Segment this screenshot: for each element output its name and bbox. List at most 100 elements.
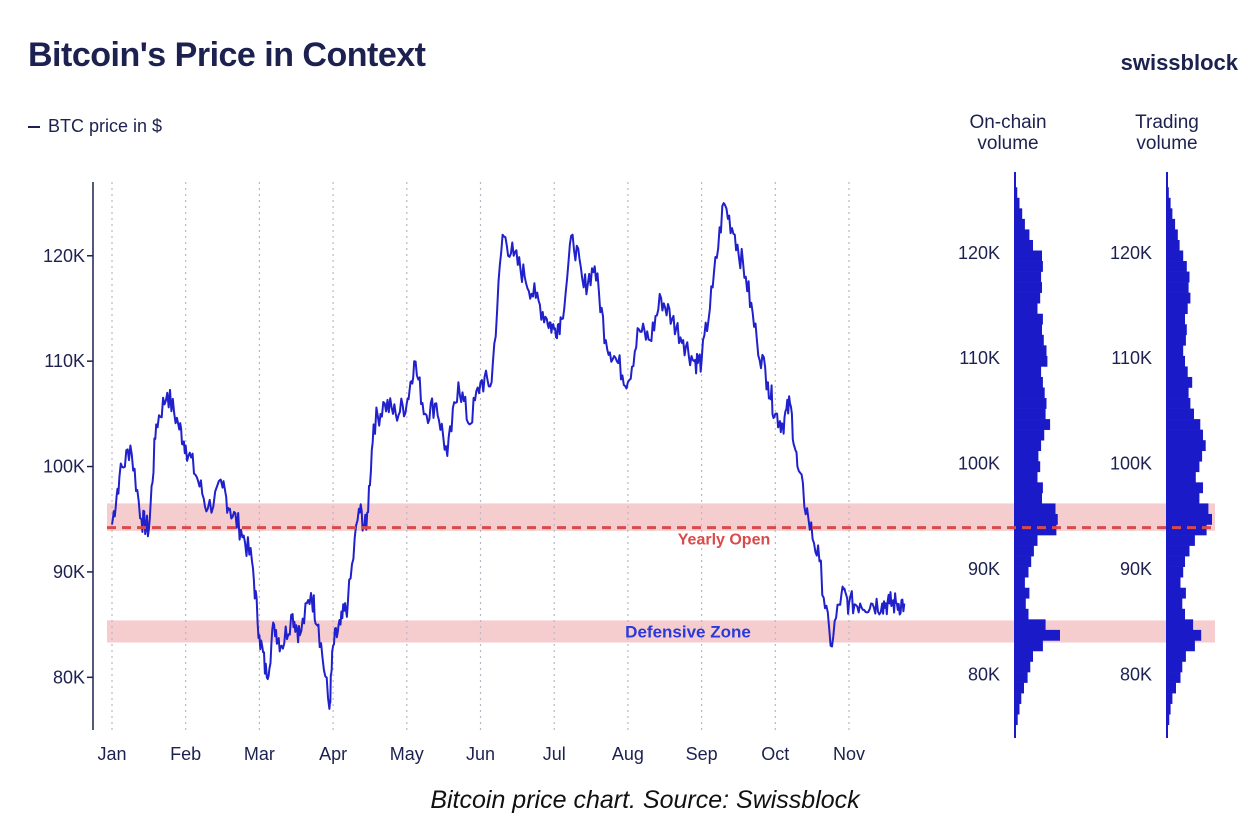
volume-bar: [1015, 208, 1023, 220]
price-series: [111, 202, 906, 710]
volume-bar: [1015, 334, 1044, 346]
volume-bar: [1015, 408, 1046, 420]
volume-bar: [1015, 672, 1028, 683]
brand-logo: swissblock: [1120, 50, 1238, 75]
volume-bar: [1167, 608, 1185, 620]
volume-bar: [1167, 461, 1200, 473]
volume-bar: [1015, 492, 1042, 504]
volume-bar: [1167, 640, 1195, 652]
overlay-labels: Yearly Open Defensive Zone: [107, 526, 1215, 641]
volume-bar: [1015, 355, 1048, 367]
volume-bar: [1015, 598, 1026, 610]
y-tick-label: 120K: [43, 246, 85, 266]
volume-y-tick-label: 90K: [968, 559, 1000, 579]
volume-bar: [1015, 693, 1022, 704]
volume-bar: [1167, 366, 1188, 378]
volume-bar: [1015, 482, 1043, 494]
volume-bar: [1167, 672, 1181, 683]
volume-bar: [1015, 218, 1025, 230]
volume-bar: [1015, 292, 1041, 304]
volume-bar: [1167, 619, 1194, 631]
volume-bar: [1015, 303, 1038, 315]
volume-bar: [1167, 313, 1185, 325]
volume-bar: [1167, 376, 1193, 388]
trading-volume-title: Trading volume: [1107, 112, 1227, 154]
zone-band-1: [107, 620, 1215, 643]
volume-bar: [1015, 577, 1025, 589]
onchain-volume-profile: 80K 90K 100K 110K 120K: [958, 172, 1060, 738]
volume-bar: [1015, 440, 1042, 452]
volume-bar: [1167, 334, 1186, 346]
volume-bar: [1167, 387, 1189, 399]
chart-canvas: Jan Feb Mar Apr May Jun Jul Aug Sep Oct Nov 80K 90K 1…: [43, 172, 1215, 764]
volume-bar: [1167, 208, 1173, 220]
trading-volume-profile: 80K 90K 100K 110K 120K: [1110, 172, 1212, 738]
volume-bar: [1015, 535, 1038, 546]
volume-y-tick-label: 100K: [1110, 454, 1152, 474]
volume-bar: [1015, 608, 1029, 620]
chart-title: Bitcoin's Price in Context: [28, 36, 426, 74]
x-tick-label: Mar: [244, 744, 275, 764]
y-tick-label: 90K: [53, 562, 85, 582]
volume-bar: [1167, 429, 1203, 441]
volume-bar: [1167, 450, 1203, 462]
volume-bar: [1167, 187, 1169, 199]
volume-bar: [1015, 619, 1046, 631]
volume-y-tick-label: 80K: [1120, 664, 1152, 684]
volume-bar: [1167, 513, 1212, 525]
volume-bar: [1015, 587, 1030, 599]
volume-bar: [1167, 398, 1191, 409]
btc-price-line: [111, 202, 906, 710]
volume-bar: [1167, 503, 1209, 515]
x-tick-label: Aug: [612, 744, 644, 764]
volume-bar: [1167, 556, 1185, 567]
volume-bar: [1167, 250, 1184, 262]
volume-bar: [1167, 545, 1190, 557]
volume-bar: [1015, 503, 1056, 515]
volume-bar: [1015, 682, 1024, 694]
volume-bar: [1167, 229, 1178, 241]
volume-bar: [1167, 282, 1189, 293]
volume-bar: [1167, 440, 1206, 452]
volume-bar: [1015, 229, 1030, 241]
volume-bar: [1015, 629, 1060, 641]
volume-y-tick-label: 90K: [1120, 559, 1152, 579]
gridlines: [111, 182, 850, 730]
volume-bar: [1167, 693, 1173, 704]
volume-bar: [1015, 566, 1029, 578]
volume-bar: [1015, 387, 1045, 399]
volume-bar: [1015, 461, 1041, 473]
volume-bar: [1015, 450, 1039, 462]
x-tick-label: Oct: [761, 744, 789, 764]
volume-bar: [1167, 682, 1176, 694]
y-tick-label: 80K: [53, 667, 85, 687]
volume-bar: [1015, 650, 1033, 662]
volume-y-tick-label: 80K: [968, 664, 1000, 684]
volume-bar: [1167, 629, 1202, 641]
volume-bar: [1167, 492, 1200, 504]
volume-bar: [1167, 218, 1176, 230]
volume-bar: [1015, 324, 1042, 336]
volume-y-tick-label: 110K: [959, 348, 1000, 368]
volume-bar: [1015, 197, 1020, 209]
x-tick-label: Jul: [543, 744, 566, 764]
volume-bar: [1015, 345, 1047, 357]
legend-label: BTC price in $: [48, 116, 163, 136]
onchain-volume-title-text: On-chain volume: [969, 112, 1047, 154]
volume-bar: [1167, 714, 1170, 726]
volume-bar: [1015, 545, 1034, 557]
yearly-open-label: Yearly Open: [678, 532, 771, 549]
volume-bar: [1167, 324, 1187, 336]
volume-bar: [1015, 419, 1051, 430]
volume-bar: [1167, 598, 1183, 610]
volume-bar: [1015, 239, 1033, 251]
volume-bar: [1167, 587, 1186, 599]
volume-bar: [1015, 398, 1047, 409]
volume-bar: [1167, 292, 1191, 304]
x-tick-label: Apr: [319, 744, 347, 764]
volume-bar: [1015, 513, 1058, 525]
volume-bar: [1167, 197, 1171, 209]
volume-bar: [1167, 577, 1181, 589]
volume-bar: [1167, 303, 1188, 315]
volume-bar: [1015, 429, 1045, 441]
